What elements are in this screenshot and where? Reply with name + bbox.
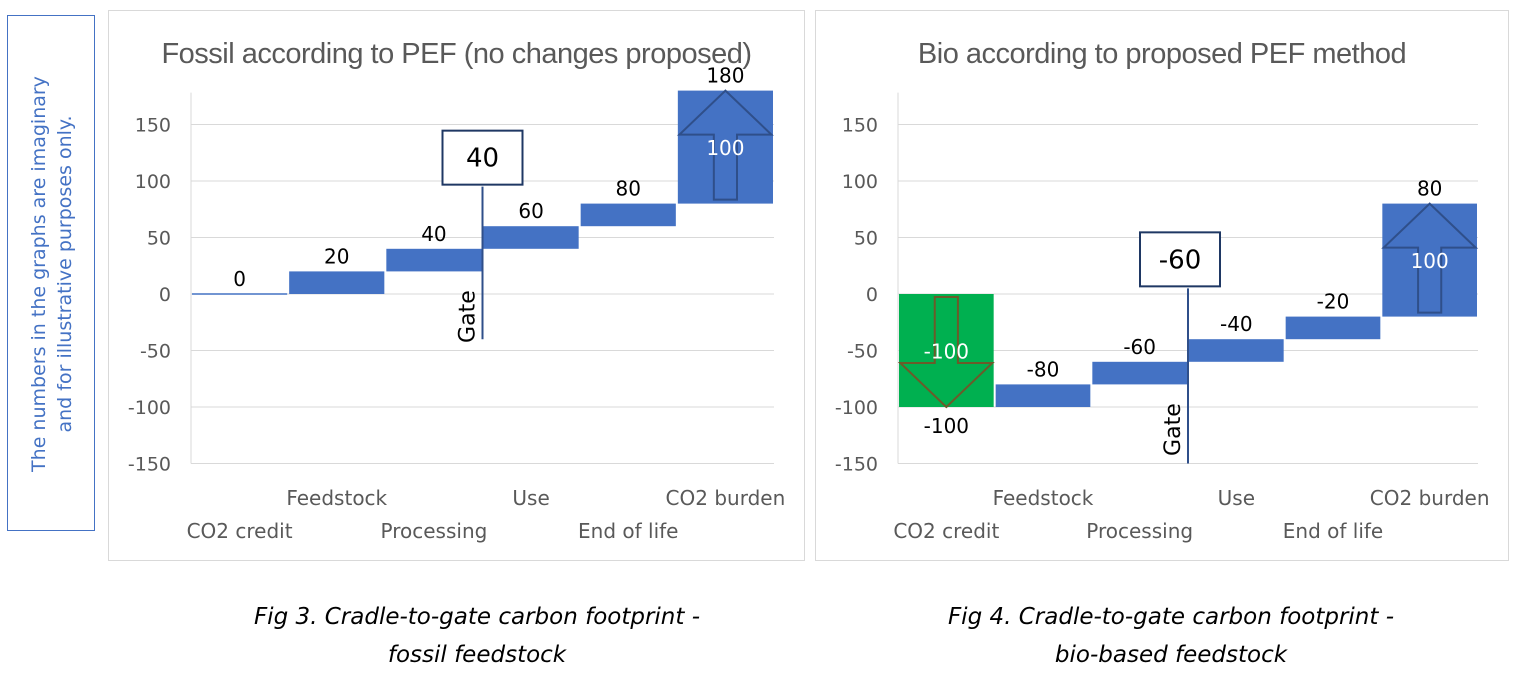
bar-co2-credit [192, 293, 288, 295]
y-tick-label: -100 [128, 397, 171, 419]
category-label: End of life [1283, 519, 1383, 543]
data-label: 0 [233, 267, 246, 291]
y-tick-label: 50 [147, 228, 171, 250]
bar-inner-label: 100 [1411, 249, 1449, 273]
y-tick-label: -50 [140, 341, 171, 363]
disclaimer-box: The numbers in the graphs are imaginary … [7, 15, 95, 531]
bar-co2-burden [677, 90, 773, 204]
bar-use [483, 226, 579, 249]
chart-panel-fossil: Fossil according to PEF (no changes prop… [108, 10, 805, 561]
y-tick-label: 100 [135, 171, 171, 193]
data-label: 180 [706, 64, 744, 88]
gate-label: Gate [1161, 403, 1186, 456]
data-label: 20 [324, 244, 349, 268]
data-label: -60 [1123, 335, 1156, 359]
gate-value-label: -60 [1159, 245, 1201, 275]
bar-feedstock [995, 384, 1091, 407]
figure-caption-fossil: Fig 3. Cradle-to-gate carbon footprint -… [217, 598, 737, 674]
category-label: Processing [1086, 519, 1193, 543]
bar-inner-label: -100 [924, 340, 969, 364]
chart-title: Fossil according to PEF (no changes prop… [161, 38, 751, 70]
y-tick-label: 0 [866, 284, 878, 306]
y-tick-label: -150 [835, 454, 878, 476]
bar-feedstock [289, 271, 385, 294]
arrow-up-icon [676, 89, 774, 201]
data-label: -100 [924, 414, 969, 438]
category-label: CO2 credit [187, 519, 293, 543]
figure-caption-bio: Fig 4. Cradle-to-gate carbon footprint -… [911, 598, 1431, 674]
bar-end-of-life [1285, 316, 1381, 340]
bar-co2-credit [899, 294, 994, 407]
category-label: Use [1218, 486, 1255, 510]
category-label: CO2 burden [1370, 486, 1490, 510]
disclaimer-text: The numbers in the graphs are imaginary … [26, 16, 78, 532]
bar-processing [386, 248, 482, 272]
caption-fossil-line-2: fossil feedstock [387, 642, 567, 668]
y-tick-label: 50 [854, 228, 878, 250]
chart-title: Bio according to proposed PEF method [918, 38, 1406, 70]
data-label: 40 [421, 222, 446, 246]
category-label: End of life [578, 519, 678, 543]
category-label: CO2 burden [666, 486, 786, 510]
caption-bio-line-2: bio-based feedstock [1054, 642, 1288, 668]
data-label: 80 [1417, 177, 1442, 201]
y-tick-label: 100 [842, 171, 878, 193]
y-tick-label: 150 [135, 115, 171, 137]
disclaimer-line-1: The numbers in the graphs are imaginary [28, 76, 50, 472]
arrow-down-icon [897, 296, 995, 409]
bar-end-of-life [580, 203, 676, 227]
category-label: Use [512, 486, 549, 510]
gate-value-box [1139, 231, 1221, 288]
arrow-up-icon [1381, 202, 1479, 314]
gate-label: Gate [456, 290, 481, 343]
bar-co2-burden [1382, 203, 1477, 317]
disclaimer-line-2: and for illustrative purposes only. [54, 115, 76, 433]
data-label: 60 [518, 199, 543, 223]
category-label: Feedstock [286, 486, 387, 510]
category-label: Processing [381, 519, 488, 543]
y-tick-label: 150 [842, 115, 878, 137]
bar-inner-label: 100 [706, 136, 744, 160]
gate-value-box [441, 129, 524, 186]
caption-bio-line-1: Fig 4. Cradle-to-gate carbon footprint - [947, 604, 1395, 630]
gate-value-label: 40 [466, 144, 499, 174]
data-label: 80 [616, 177, 641, 201]
data-label: -40 [1220, 312, 1253, 336]
category-label: Feedstock [993, 486, 1094, 510]
bar-processing [1092, 361, 1187, 385]
waterfall-chart-fossil: Fossil according to PEF (no changes prop… [128, 38, 786, 543]
y-tick-label: -150 [128, 454, 171, 476]
y-tick-label: 0 [159, 284, 171, 306]
data-label: -20 [1317, 290, 1350, 314]
y-tick-label: -50 [847, 341, 878, 363]
y-tick-label: -100 [835, 397, 878, 419]
caption-fossil-line-1: Fig 3. Cradle-to-gate carbon footprint - [253, 604, 701, 630]
chart-panel-bio: Bio according to proposed PEF method 150 1… [815, 10, 1509, 561]
waterfall-chart-bio: Bio according to proposed PEF method 150 1… [835, 38, 1490, 543]
data-label: -80 [1027, 357, 1060, 381]
category-label: CO2 credit [893, 519, 999, 543]
bar-use [1189, 339, 1284, 362]
